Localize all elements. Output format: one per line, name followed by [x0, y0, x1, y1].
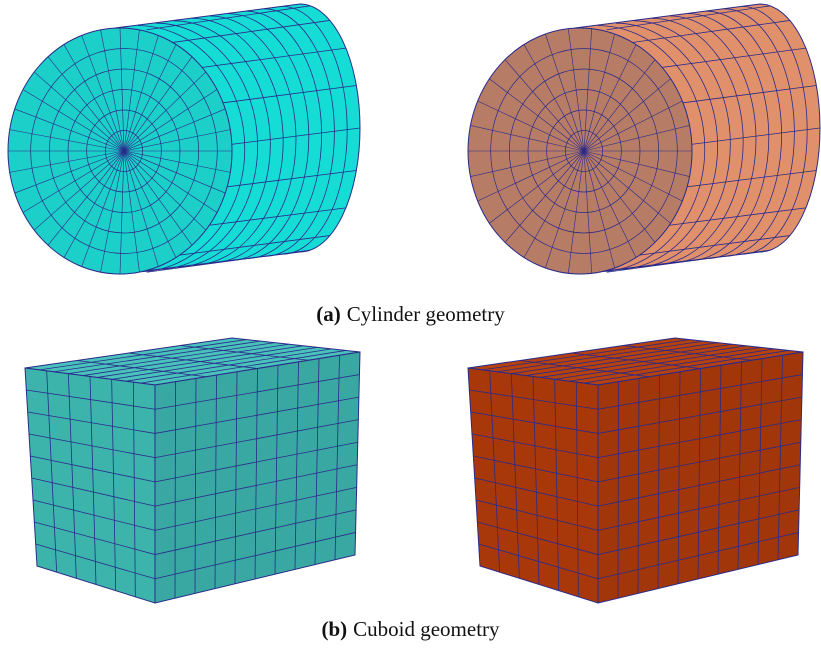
- caption-label: (a): [316, 302, 341, 326]
- mesh-edge: [175, 382, 176, 599]
- mesh-edge: [618, 382, 619, 599]
- caption-a: (a)Cylinder geometry: [0, 302, 821, 327]
- caption-b: (b)Cuboid geometry: [0, 617, 821, 642]
- mesh-face: [25, 368, 155, 603]
- mesh-face: [468, 368, 598, 603]
- caption-text: Cuboid geometry: [353, 617, 499, 641]
- caption-text: Cylinder geometry: [347, 302, 505, 326]
- caption-label: (b): [321, 617, 347, 641]
- figure: (a)Cylinder geometry (b)Cuboid geometry: [0, 0, 821, 652]
